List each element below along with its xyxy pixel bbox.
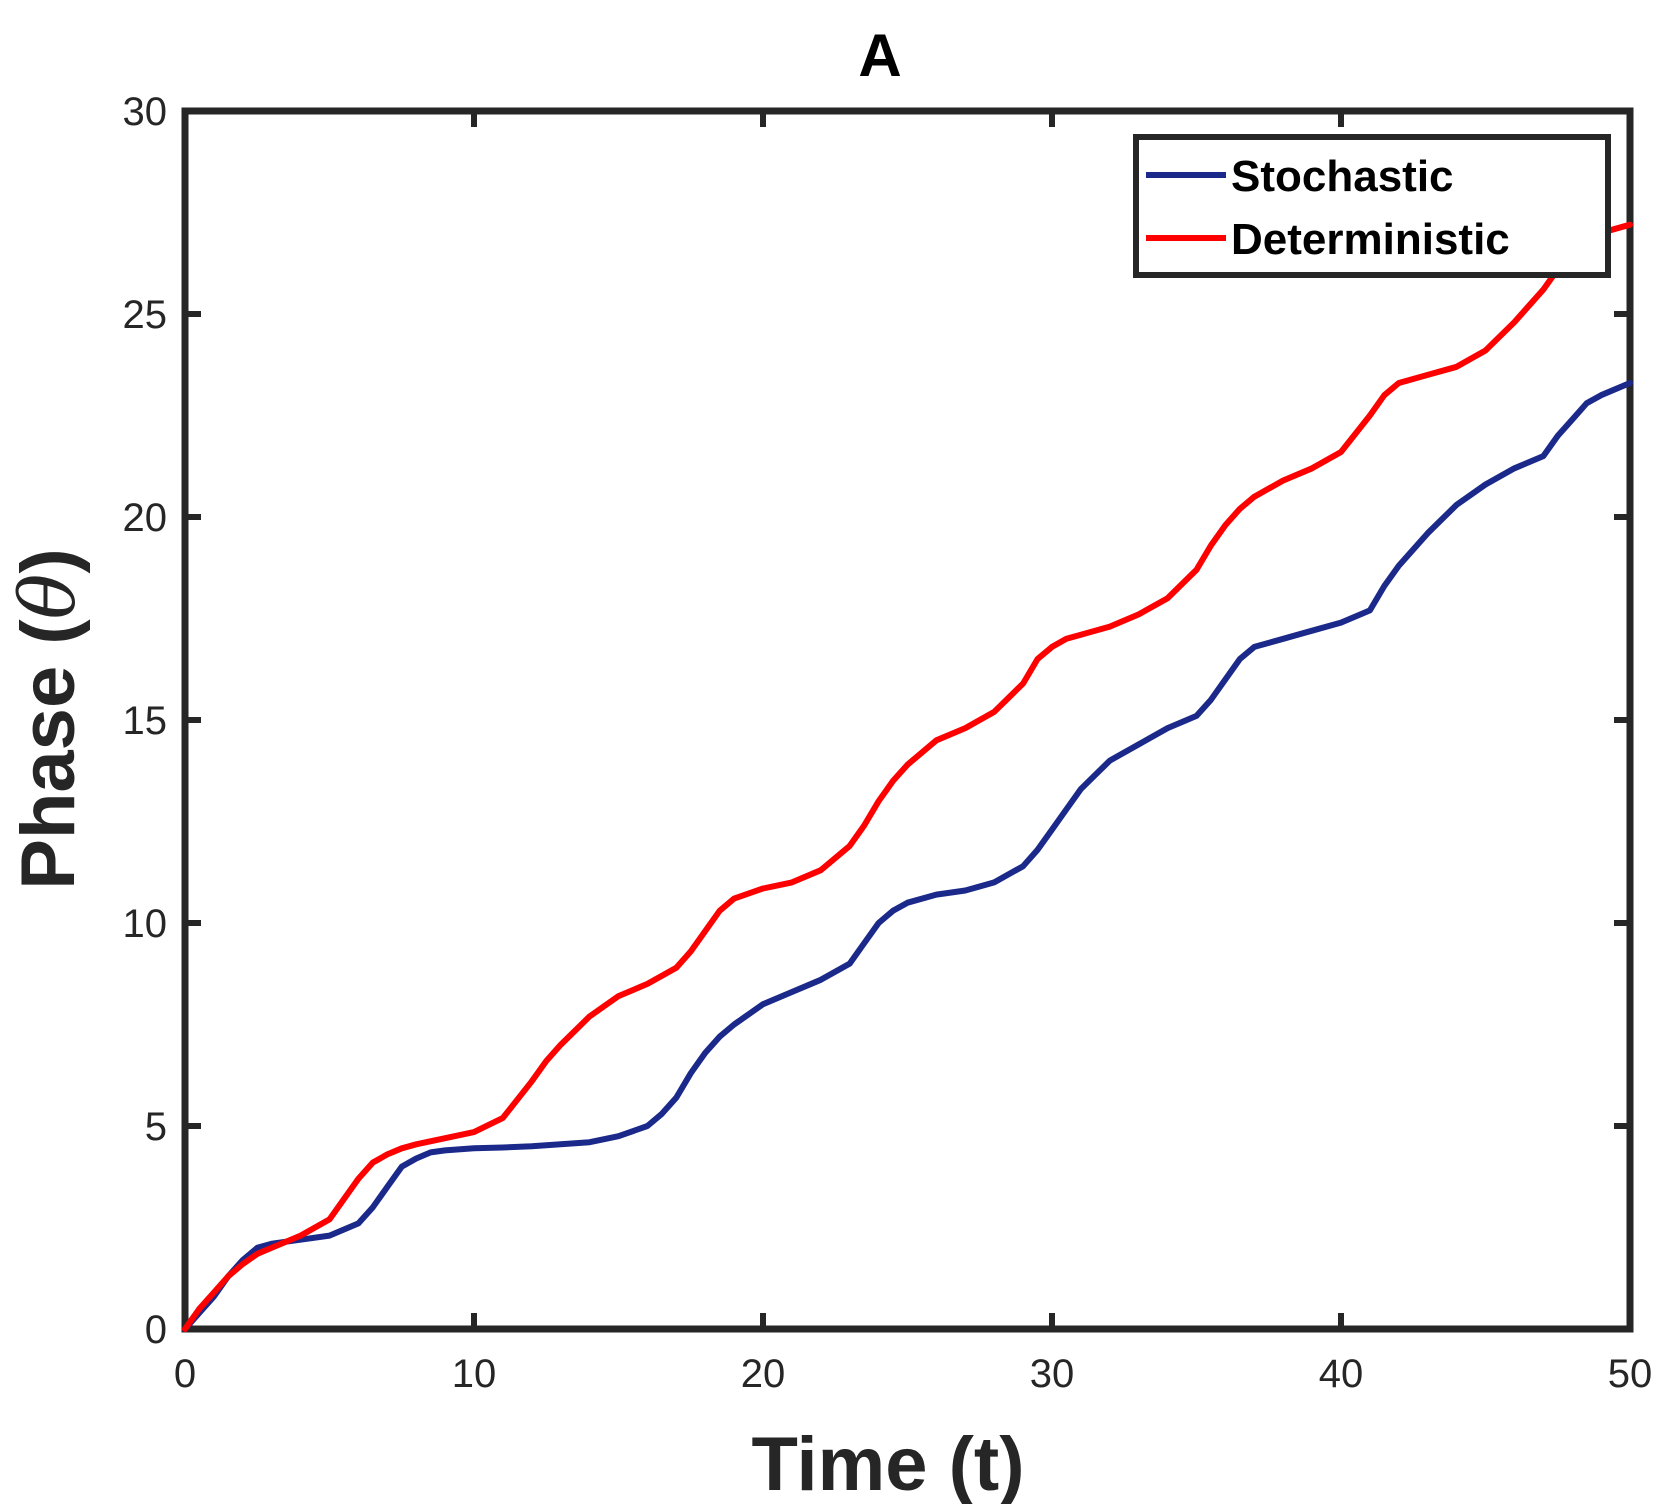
y-axis-title-symbol: θ (3, 574, 92, 620)
y-axis-title: Phase (θ) (3, 548, 92, 889)
x-tick-label: 30 (1030, 1352, 1075, 1396)
y-tick-label: 20 (123, 496, 168, 540)
y-axis-title-prefix: Phase ( (6, 619, 91, 890)
y-tick-label: 25 (123, 293, 168, 337)
series-line-stochastic (182, 380, 1633, 1332)
legend: Stochastic Deterministic (1133, 134, 1611, 278)
legend-box (1133, 134, 1611, 278)
y-tick-label: 30 (123, 90, 168, 134)
x-tick-label: 50 (1608, 1352, 1653, 1396)
axis-ticks (182, 108, 1633, 1332)
legend-label-stochastic: Stochastic (1231, 152, 1454, 201)
series-line-deterministic (182, 221, 1633, 1332)
series-lines (182, 221, 1633, 1332)
x-axis-title: Time (t) (751, 1422, 1024, 1504)
legend-label-deterministic: Deterministic (1231, 215, 1510, 264)
y-tick-label: 15 (123, 699, 168, 743)
y-tick-label: 5 (145, 1105, 167, 1149)
y-tick-label: 10 (123, 902, 168, 946)
x-tick-label: 10 (452, 1352, 497, 1396)
axis-tick-labels: 0 10 20 30 40 50 0 5 10 15 20 25 30 (123, 90, 1653, 1396)
x-tick-label: 40 (1319, 1352, 1364, 1396)
x-tick-label: 20 (741, 1352, 786, 1396)
chart-title: A (858, 22, 901, 89)
y-axis-title-suffix: ) (6, 548, 91, 573)
x-tick-label: 0 (174, 1352, 196, 1396)
y-tick-label: 0 (145, 1308, 167, 1352)
